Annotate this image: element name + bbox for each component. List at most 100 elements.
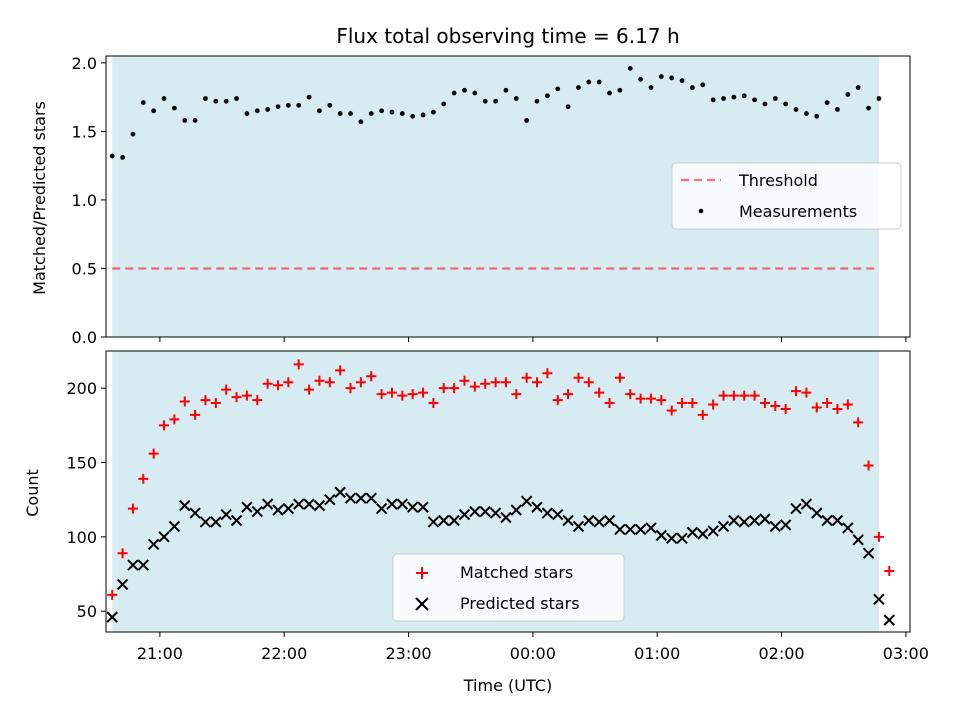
measurement-point <box>803 111 809 116</box>
predicted-star-point <box>438 514 450 527</box>
predicted-star-point <box>293 498 305 510</box>
predicted-star-point <box>831 514 844 527</box>
predicted-star-point <box>158 531 170 543</box>
matched-star-point <box>728 390 739 401</box>
measurement-point <box>814 113 820 119</box>
measurement-point <box>876 96 882 101</box>
matched-star-point <box>500 377 511 388</box>
matched-star-point <box>335 365 346 376</box>
predicted-star-point <box>603 514 616 527</box>
legend-threshold-label: Threshold <box>738 171 818 190</box>
matched-star-point <box>241 390 252 401</box>
matched-star-point <box>190 409 201 420</box>
predicted-star-point <box>479 505 491 518</box>
predicted-star-point <box>427 516 440 528</box>
predicted-star-point <box>251 505 263 518</box>
predicted-star-point <box>137 559 150 571</box>
predicted-star-point <box>665 532 678 545</box>
matched-star-point <box>708 399 719 410</box>
predicted-star-point <box>106 611 118 623</box>
matched-star-point <box>573 372 584 383</box>
matched-star-point <box>459 375 470 386</box>
predicted-star-point <box>800 498 813 510</box>
measurement-point <box>420 112 426 118</box>
predicted-star-point <box>821 514 833 527</box>
top-y-tick-label: 2.0 <box>72 54 97 73</box>
legend-matched-label: Matched stars <box>460 563 573 582</box>
top-y-tick-label: 1.0 <box>72 191 97 210</box>
measurement-point <box>192 118 198 123</box>
measurement-point <box>793 107 799 112</box>
x-tick-label: 02:00 <box>758 644 804 663</box>
predicted-star-point <box>355 492 367 504</box>
predicted-star-point <box>520 495 533 507</box>
measurement-point <box>441 101 447 107</box>
x-tick-label: 22:00 <box>261 644 307 663</box>
measurement-point <box>379 108 384 114</box>
predicted-star-point <box>386 498 398 510</box>
bottom-legend: Matched stars Predicted stars <box>392 553 625 622</box>
legend-predicted-swatch <box>415 597 429 611</box>
matched-star-point <box>480 378 491 389</box>
measurement-point <box>399 111 405 116</box>
predicted-star-point <box>406 501 419 513</box>
measurement-point <box>244 111 250 116</box>
predicted-star-point <box>811 507 823 519</box>
matched-star-point <box>314 375 325 386</box>
measurement-point <box>223 98 229 104</box>
measurement-point <box>648 85 654 90</box>
matched-star-point <box>469 381 480 392</box>
matched-star-point <box>853 417 864 428</box>
matched-star-point <box>418 387 429 398</box>
measurement-point <box>109 153 115 159</box>
matched-star-point <box>293 359 304 370</box>
matched-star-point <box>739 390 750 401</box>
predicted-star-point <box>417 501 429 513</box>
measurement-point <box>254 108 260 114</box>
matched-star-point <box>490 377 501 388</box>
predicted-star-point <box>489 507 502 519</box>
measurement-point <box>120 155 125 160</box>
bottom-y-tick-label: 200 <box>66 379 97 398</box>
matched-star-point <box>842 399 853 410</box>
predicted-star-point <box>469 505 481 518</box>
matched-star-point <box>645 393 656 404</box>
matched-star-point <box>355 377 366 388</box>
predicted-star-point <box>313 499 326 512</box>
measurement-point <box>337 111 343 116</box>
measurement-point <box>348 111 353 116</box>
matched-star-point <box>666 405 677 416</box>
matched-star-point <box>635 393 646 404</box>
measurement-point <box>482 98 488 104</box>
matched-star-point <box>563 389 574 400</box>
predicted-star-point <box>199 516 212 528</box>
measurement-point <box>586 79 592 85</box>
matched-star-point <box>107 589 118 600</box>
measurement-point <box>171 105 177 111</box>
matched-star-point <box>863 460 874 471</box>
predicted-star-point <box>324 493 336 506</box>
predicted-star-point <box>583 514 595 527</box>
predicted-star-point <box>645 522 657 534</box>
measurement-point <box>410 113 416 119</box>
measurement-point <box>617 87 623 93</box>
measurement-point <box>690 85 695 90</box>
matched-star-point <box>832 403 843 414</box>
predicted-star-point <box>717 520 730 533</box>
matched-star-point <box>407 389 418 400</box>
measurement-point <box>658 74 664 79</box>
top-y-tick-label: 0.0 <box>72 328 97 347</box>
measurement-point <box>596 79 602 85</box>
measurement-point <box>234 96 239 101</box>
matched-star-point <box>169 414 180 425</box>
measurement-point <box>544 93 550 99</box>
predicted-star-point <box>375 502 388 515</box>
measurement-point <box>203 96 208 101</box>
matched-star-point <box>231 392 242 403</box>
predicted-star-point <box>220 508 232 521</box>
matched-star-point <box>532 377 543 388</box>
matched-star-point <box>159 420 170 431</box>
matched-star-point <box>656 395 667 406</box>
matched-star-point <box>397 390 408 401</box>
predicted-star-point <box>614 523 626 536</box>
